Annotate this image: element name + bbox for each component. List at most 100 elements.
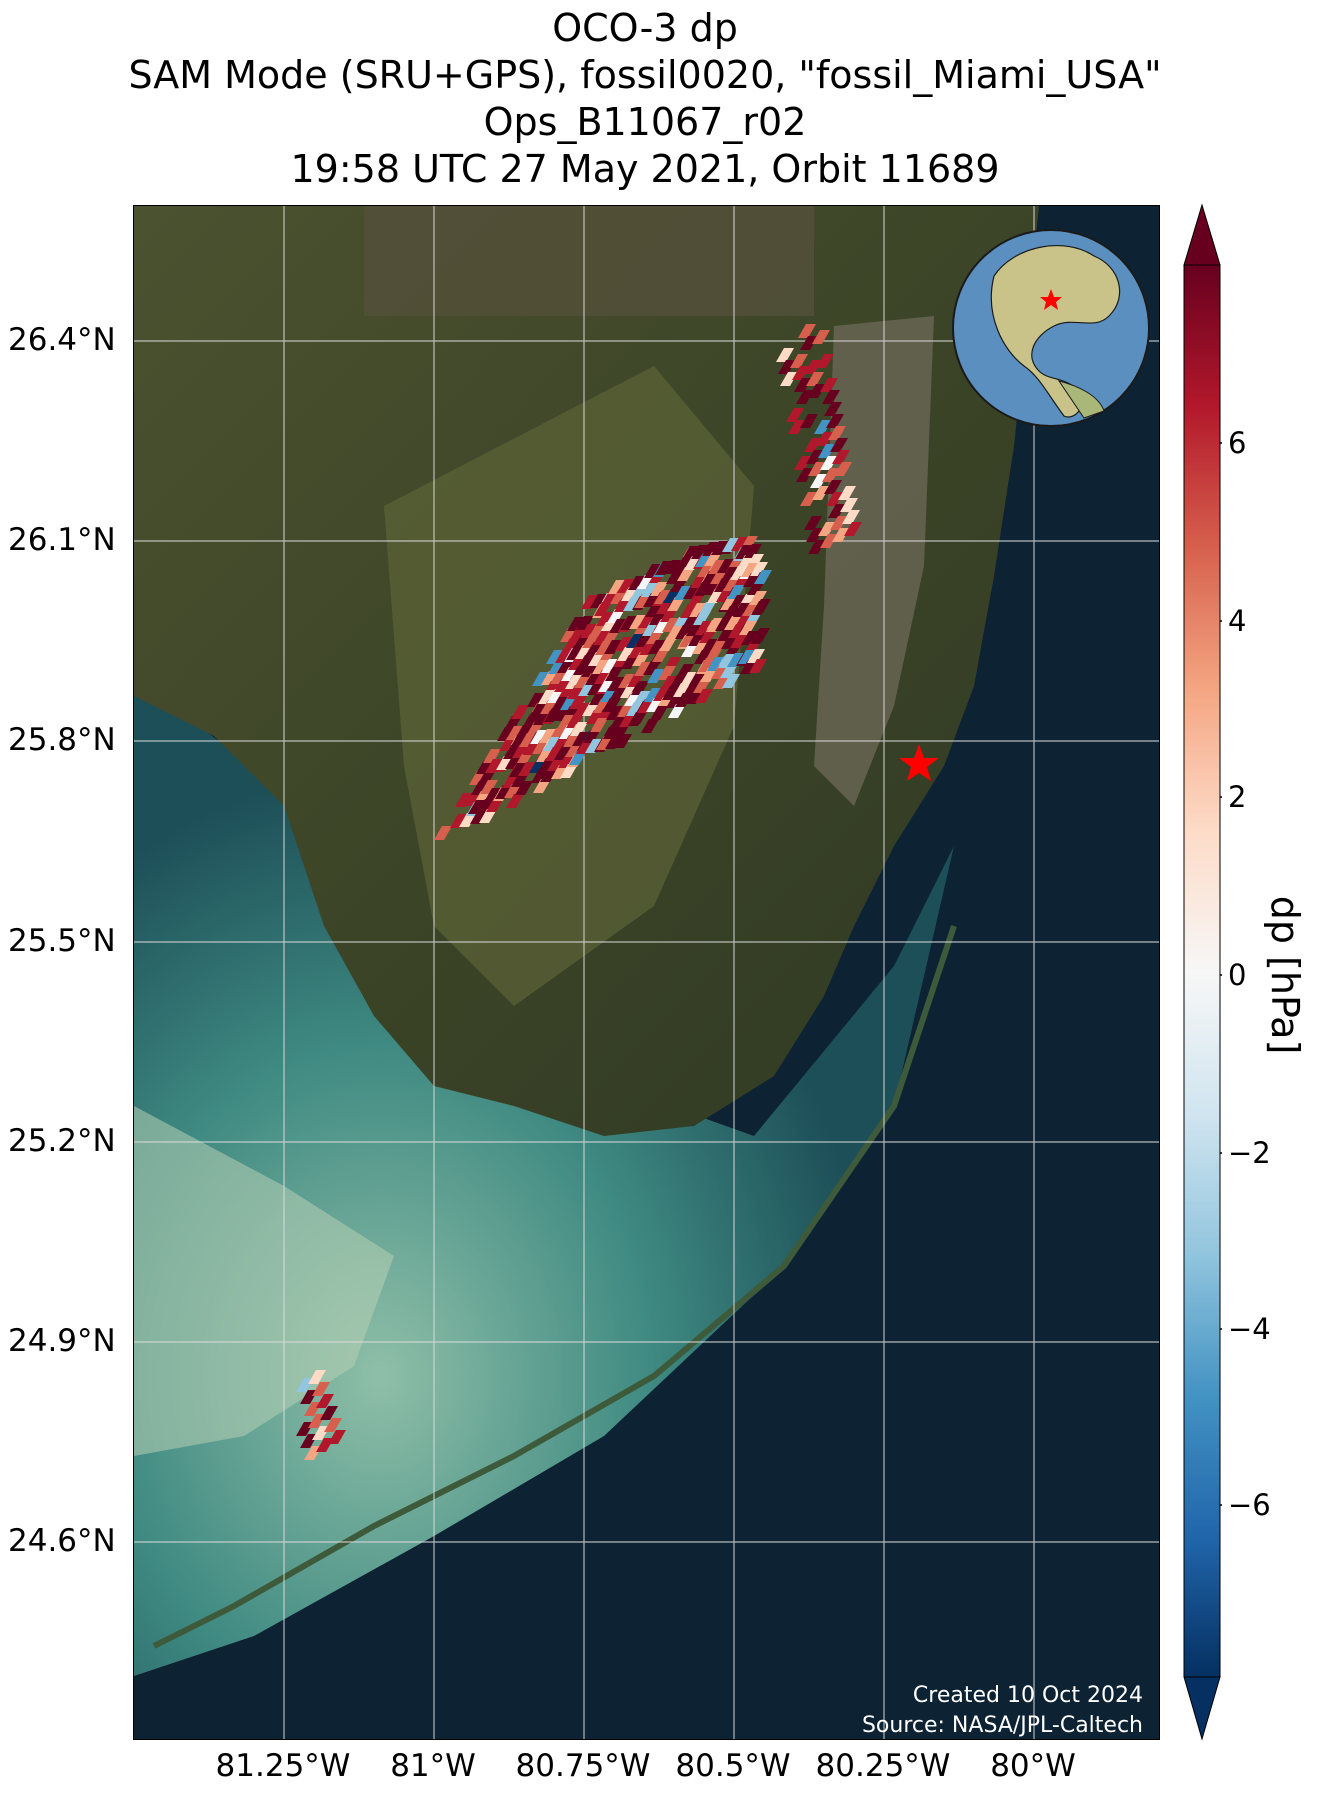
sounding-footprint — [568, 656, 586, 670]
sounding-footprint — [723, 577, 741, 591]
sounding-footprint — [518, 762, 536, 776]
sounding-footprint — [741, 563, 759, 577]
sounding-footprint — [680, 604, 698, 618]
sounding-footprint — [477, 799, 495, 813]
sounding-footprint — [735, 613, 753, 627]
sounding-footprint — [554, 678, 572, 692]
sounding-footprint — [794, 378, 812, 392]
sounding-footprint — [747, 649, 765, 663]
sounding-footprint — [705, 647, 723, 661]
sounding-footprint — [434, 826, 452, 840]
sounding-footprint — [808, 540, 826, 554]
sounding-footprint — [707, 589, 725, 603]
sounding-footprint — [810, 474, 828, 488]
sounding-footprint — [550, 670, 568, 684]
sounding-footprint — [635, 633, 653, 647]
sounding-footprint — [645, 603, 663, 617]
sounding-footprint — [671, 673, 689, 687]
sounding-footprint — [729, 595, 747, 609]
sounding-footprint — [578, 682, 596, 696]
sounding-footprint — [630, 586, 648, 600]
lat-label: 24.9°N — [8, 1323, 116, 1359]
source-credit: Source: NASA/JPL-Caltech — [861, 1713, 1143, 1738]
sounding-footprint — [722, 538, 740, 552]
sounding-footprint — [558, 754, 576, 768]
colorbar-body — [1183, 264, 1221, 1678]
sounding-footprint — [822, 390, 840, 404]
sounding-footprint — [650, 706, 668, 720]
sounding-swath — [296, 324, 862, 1460]
sounding-footprint — [565, 675, 583, 689]
sounding-footprint — [499, 737, 517, 751]
sounding-footprint — [531, 769, 549, 783]
sounding-footprint — [677, 567, 695, 581]
sounding-footprint — [794, 456, 812, 470]
sounding-footprint — [552, 736, 570, 750]
sounding-footprint — [654, 590, 672, 604]
sounding-footprint — [572, 732, 590, 746]
gridlines — [134, 206, 1159, 1739]
sounding-footprint — [698, 658, 716, 672]
sounding-footprint — [687, 593, 705, 607]
sounding-footprint — [479, 809, 497, 823]
sounding-footprint — [496, 756, 514, 770]
sounding-footprint — [471, 781, 489, 795]
sounding-footprint — [328, 1430, 346, 1444]
colorbar-arrow-bottom — [1183, 1676, 1221, 1741]
sounding-footprint — [653, 619, 671, 633]
sounding-footprint — [788, 420, 806, 434]
sounding-footprint — [555, 649, 573, 663]
sounding-footprint — [524, 712, 542, 726]
sounding-footprint — [506, 794, 524, 808]
sounding-footprint — [716, 588, 734, 602]
sounding-footprint — [718, 654, 736, 668]
sounding-footprint — [731, 537, 749, 551]
sounding-footprint — [505, 755, 523, 769]
sounding-footprint — [666, 694, 684, 708]
sounding-footprint — [504, 784, 522, 798]
sounding-footprint — [560, 696, 578, 710]
sounding-footprint — [532, 740, 550, 754]
sounding-footprint — [674, 586, 692, 600]
sounding-footprint — [689, 603, 707, 617]
sounding-footprint — [707, 657, 725, 671]
sounding-footprint — [608, 580, 626, 594]
sounding-footprint — [539, 729, 557, 743]
sounding-footprint — [504, 716, 522, 730]
sounding-footprint — [648, 640, 666, 654]
sounding-footprint — [551, 697, 569, 711]
sounding-footprint — [752, 628, 770, 642]
sounding-footprint — [641, 583, 659, 597]
sounding-footprint — [798, 324, 816, 338]
sounding-footprint — [629, 615, 647, 629]
sounding-footprint — [828, 504, 846, 518]
plot-title-line2: SAM Mode (SRU+GPS), fossil0020, "fossil_… — [128, 53, 1162, 97]
sounding-footprint — [812, 486, 830, 500]
sounding-footprint — [711, 665, 729, 679]
sounding-footprint — [628, 644, 646, 658]
sounding-footprint — [551, 765, 569, 779]
sounding-footprint — [828, 426, 846, 440]
sounding-footprint — [485, 759, 503, 773]
sounding-footprint — [699, 629, 717, 643]
sounding-footprint — [627, 673, 645, 687]
sounding-footprint — [780, 372, 798, 386]
sounding-footprint — [617, 647, 635, 661]
sounding-footprint — [547, 757, 565, 771]
sounding-footprint — [557, 659, 575, 673]
sounding-footprint — [594, 602, 612, 616]
sounding-footprint — [459, 813, 477, 827]
sounding-footprint — [468, 800, 486, 814]
sounding-footprint — [538, 758, 556, 772]
lon-label: 81°W — [390, 1748, 476, 1784]
sounding-footprint — [655, 561, 673, 575]
colorbar-tick-label: 0 — [1228, 958, 1247, 992]
sounding-footprint — [478, 770, 496, 784]
sounding-footprint — [750, 562, 768, 576]
sounding-footprint — [581, 595, 599, 609]
sounding-footprint — [724, 616, 742, 630]
sounding-footprint — [732, 632, 750, 646]
sounding-footprint — [630, 710, 648, 724]
sounding-footprint — [570, 722, 588, 736]
sounding-footprint — [607, 677, 625, 691]
